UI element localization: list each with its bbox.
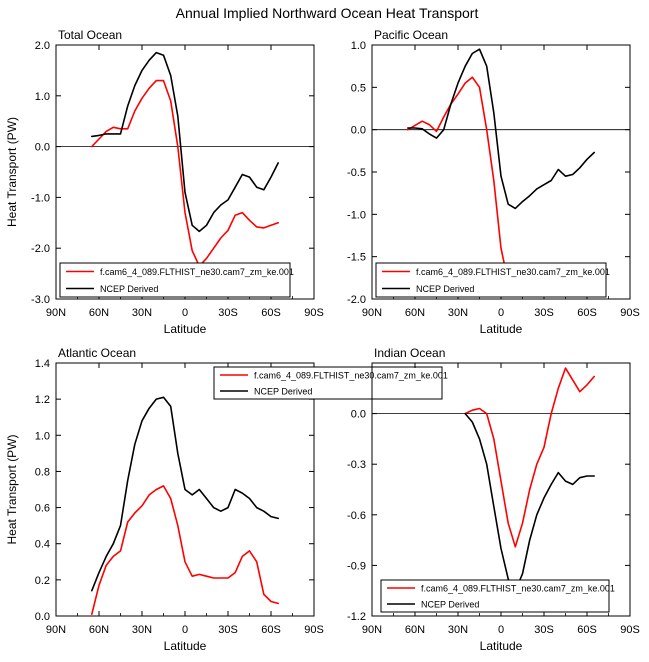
indian-ocean-x-tick-label: 60S	[577, 624, 597, 636]
pacific-ocean-y-tick-label: 0.5	[351, 82, 366, 94]
indian-ocean-title: Indian Ocean	[374, 346, 445, 360]
indian-ocean-model-line	[464, 367, 596, 548]
total-ocean-legend-ncep-label: NCEP Derived	[100, 284, 158, 294]
pacific-ocean-legend-model-label: f.cam6_4_089.FLTHIST_ne30.cam7_zm_ke.001	[416, 267, 610, 277]
indian-ocean-ncep-line	[464, 412, 596, 592]
atlantic-ocean-x-axis-label: Latitude	[164, 639, 207, 653]
indian-ocean-x-tick-label: 0	[498, 624, 504, 636]
total-ocean-ncep-line	[91, 51, 280, 233]
atlantic-ocean-y-tick-label: 0.6	[35, 503, 50, 515]
total-ocean-y-axis-label: Heat Transport (PW)	[5, 117, 19, 227]
total-ocean-panel: 90N 60N 30N 0 30S 60S 90S -3.0 -2.0 -1.0 0.0 1.0 2.0…	[5, 28, 324, 336]
total-ocean-y-tick-label: -2.0	[31, 243, 50, 255]
pacific-ocean-x-tick-label: 0	[498, 307, 504, 319]
total-ocean-legend-model-label: f.cam6_4_089.FLTHIST_ne30.cam7_zm_ke.001	[100, 267, 294, 277]
atlantic-ocean-x-tick-label: 60N	[89, 624, 109, 636]
indian-ocean-y-tick-label: 0.0	[351, 409, 366, 421]
atlantic-ocean-y-tick-label: 1.0	[35, 430, 50, 442]
pacific-ocean-y-tick-label: -2.0	[347, 294, 366, 306]
total-ocean-x-tick-label: 60S	[261, 307, 281, 319]
indian-ocean-legend-box	[380, 579, 610, 613]
indian-ocean-x-tick-label: 90N	[362, 624, 382, 636]
pacific-ocean-x-tick-label: 30S	[534, 307, 554, 319]
pacific-ocean-x-tick-label: 30N	[448, 307, 468, 319]
indian-ocean-x-tick-label: 30N	[448, 624, 468, 636]
indian-ocean-x-tick-label: 60N	[405, 624, 425, 636]
total-ocean-plot-frame	[55, 44, 315, 300]
pacific-ocean-x-tick-label: 90N	[362, 307, 382, 319]
total-ocean-x-axis-label: Latitude	[164, 322, 207, 336]
atlantic-ocean-legend-model-label: f.cam6_4_089.FLTHIST_ne30.cam7_zm_ke.001	[254, 371, 448, 381]
pacific-ocean-x-axis-label: Latitude	[480, 322, 523, 336]
indian-ocean-x-axis-label: Latitude	[480, 639, 523, 653]
indian-ocean-x-tick-label: 90S	[620, 624, 640, 636]
indian-ocean-y-tick-label: -0.3	[347, 459, 366, 471]
atlantic-ocean-y-tick-label: 0.0	[35, 611, 50, 623]
pacific-ocean-y-tick-label: 1.0	[351, 40, 366, 52]
pacific-ocean-title: Pacific Ocean	[374, 28, 448, 42]
atlantic-ocean-y-tick-label: 0.2	[35, 575, 50, 587]
indian-ocean-panel: 90N 60N 30N 0 30S 60S 90S -1.2 -0.9 -0.6 -0.3 0.0 In…	[347, 346, 640, 653]
total-ocean-legend-box	[59, 262, 291, 298]
pacific-ocean-ncep-line	[406, 48, 596, 210]
total-ocean-x-tick-label: 30N	[132, 307, 152, 319]
atlantic-ocean-y-tick-label: 1.4	[35, 358, 50, 370]
total-ocean-x-tick-label: 90N	[46, 307, 66, 319]
total-ocean-x-tick-label: 0	[182, 307, 188, 319]
atlantic-ocean-legend-box	[213, 366, 443, 400]
atlantic-ocean-y-axis-label: Heat Transport (PW)	[5, 434, 19, 544]
figure-title: Annual Implied Northward Ocean Heat Tran…	[176, 5, 479, 21]
indian-ocean-y-tick-label: -0.6	[347, 510, 366, 522]
total-ocean-x-tick-label: 30S	[218, 307, 238, 319]
total-ocean-y-tick-label: 0.0	[35, 142, 50, 154]
pacific-ocean-x-tick-label: 60S	[577, 307, 597, 319]
total-ocean-x-tick-label: 60N	[89, 307, 109, 319]
total-ocean-y-tick-label: -3.0	[31, 294, 50, 306]
atlantic-ocean-ncep-line	[91, 396, 280, 592]
atlantic-ocean-x-tick-label: 0	[182, 624, 188, 636]
indian-ocean-y-tick-label: -1.2	[347, 611, 366, 623]
atlantic-ocean-x-tick-label: 90N	[46, 624, 66, 636]
total-ocean-legend: f.cam6_4_089.FLTHIST_ne30.cam7_zm_ke.001…	[59, 262, 294, 298]
total-ocean-y-tick-label: 1.0	[35, 91, 50, 103]
pacific-ocean-model-line	[406, 76, 596, 288]
atlantic-ocean-x-tick-label: 30N	[132, 624, 152, 636]
atlantic-ocean-x-tick-label: 60S	[261, 624, 281, 636]
atlantic-ocean-y-tick-label: 0.4	[35, 539, 50, 551]
pacific-ocean-x-tick-label: 90S	[620, 307, 640, 319]
indian-ocean-y-tick-label: -0.9	[347, 560, 366, 572]
total-ocean-x-tick-label: 90S	[304, 307, 324, 319]
pacific-ocean-legend-ncep-label: NCEP Derived	[416, 284, 474, 294]
atlantic-ocean-model-line	[91, 485, 280, 616]
pacific-ocean-y-tick-label: 0.0	[351, 125, 366, 137]
indian-ocean-legend: f.cam6_4_089.FLTHIST_ne30.cam7_zm_ke.001…	[380, 579, 615, 613]
pacific-ocean-legend: f.cam6_4_089.FLTHIST_ne30.cam7_zm_ke.001…	[375, 262, 610, 298]
atlantic-ocean-title: Atlantic Ocean	[58, 346, 136, 360]
indian-ocean-legend-model-label: f.cam6_4_089.FLTHIST_ne30.cam7_zm_ke.001	[421, 584, 615, 594]
atlantic-ocean-panel: 90N 60N 30N 0 30S 60S 90S 0.0 0.2 0.4 0.6 0.8 1.0 1.2…	[5, 346, 448, 653]
atlantic-ocean-y-tick-label: 0.8	[35, 466, 50, 478]
indian-ocean-x-tick-label: 30S	[534, 624, 554, 636]
atlantic-ocean-x-tick-label: 30S	[218, 624, 238, 636]
atlantic-ocean-legend: f.cam6_4_089.FLTHIST_ne30.cam7_zm_ke.001…	[213, 366, 448, 400]
indian-ocean-plot-frame	[371, 362, 631, 617]
pacific-ocean-y-tick-label: -1.5	[347, 252, 366, 264]
pacific-ocean-y-tick-label: -1.0	[347, 209, 366, 221]
atlantic-ocean-legend-ncep-label: NCEP Derived	[254, 387, 312, 397]
total-ocean-y-tick-label: 2.0	[35, 40, 50, 52]
atlantic-ocean-y-tick-label: 1.2	[35, 394, 50, 406]
total-ocean-model-line	[91, 79, 280, 267]
total-ocean-title: Total Ocean	[58, 28, 122, 42]
pacific-ocean-legend-box	[375, 262, 607, 298]
atlantic-ocean-x-tick-label: 90S	[304, 624, 324, 636]
pacific-ocean-x-tick-label: 60N	[405, 307, 425, 319]
pacific-ocean-y-tick-label: -0.5	[347, 167, 366, 179]
pacific-ocean-panel: 90N 60N 30N 0 30S 60S 90S -2.0 -1.5 -1.0 -0.5 0.0 0.…	[347, 28, 640, 336]
indian-ocean-legend-ncep-label: NCEP Derived	[421, 600, 479, 610]
total-ocean-y-tick-label: -1.0	[31, 192, 50, 204]
